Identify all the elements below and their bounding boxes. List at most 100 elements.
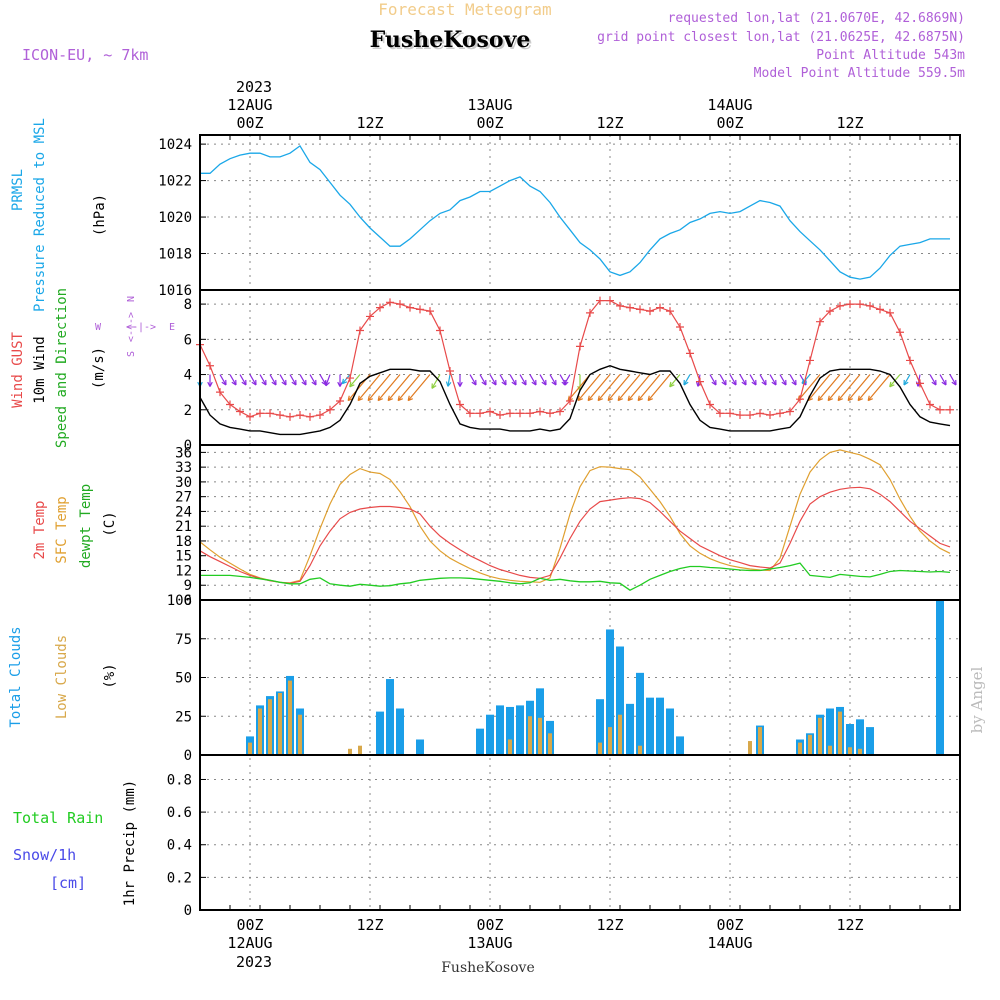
- y-tick-label: 15: [175, 549, 192, 565]
- y-tick-label: 0.8: [167, 772, 192, 788]
- wind-arrow-head: [221, 379, 227, 386]
- wind-arrow: [341, 374, 351, 385]
- wind-arrow-head: [627, 395, 633, 402]
- total-cloud-bar: [516, 705, 524, 755]
- low-cloud-bar: [348, 748, 352, 755]
- wind-arrow-head: [607, 395, 613, 402]
- total-cloud-bar: [646, 697, 654, 755]
- wind-arrow: [647, 374, 671, 401]
- compass-south: S: [126, 351, 137, 357]
- wind-arrow-head: [367, 395, 373, 402]
- y-tick-label: 1016: [158, 283, 192, 299]
- wind-arrow-head: [751, 379, 757, 386]
- sfc-temp-line: [199, 449, 951, 584]
- y-tick-label: 0: [184, 438, 192, 454]
- top-time-label: 00Z: [236, 114, 263, 132]
- gust-marker: [276, 411, 284, 420]
- gust-marker: [296, 411, 304, 420]
- gust-marker: [396, 300, 404, 309]
- gust-marker: [856, 300, 864, 309]
- wind-arrow-head: [577, 395, 583, 402]
- prmsl-label: PRMSL: [10, 169, 26, 211]
- snow-label: Snow/1h: [13, 846, 76, 864]
- low-cloud-bar: [828, 745, 832, 755]
- watermark: by Angel: [968, 666, 986, 733]
- low-cloud-bar: [848, 747, 852, 755]
- wind-arrow-head: [771, 379, 777, 386]
- wind-arrow-head: [761, 379, 767, 386]
- wind-arrow: [309, 374, 317, 386]
- total-cloud-bar: [626, 703, 634, 755]
- wind-arrow: [289, 374, 297, 386]
- station-name-shadow: FusheKosove: [372, 29, 533, 55]
- compass-north: N: [126, 296, 137, 302]
- bottom-date-label: 12AUG: [227, 934, 272, 952]
- gust-marker: [406, 303, 414, 312]
- wind-arrow-head: [683, 379, 689, 386]
- wind-arrow-head: [377, 395, 383, 402]
- wind-arrow: [587, 374, 611, 401]
- wind-unit: (m/s): [91, 347, 107, 389]
- wind-arrow-head: [311, 379, 317, 386]
- wind-arrow-head: [231, 379, 237, 386]
- wind-arrow: [847, 374, 871, 401]
- gust-marker: [616, 301, 624, 310]
- gust-marker: [936, 405, 944, 414]
- wind-arrow: [749, 374, 757, 386]
- gust-marker: [526, 409, 534, 418]
- y-tick-label: 75: [175, 632, 192, 648]
- total-cloud-bar: [506, 706, 514, 755]
- wind-arrow: [539, 374, 547, 386]
- wind-arrow-head: [457, 381, 463, 387]
- gust-marker: [566, 396, 574, 405]
- gust-marker: [416, 305, 424, 314]
- gust-marker: [266, 409, 274, 418]
- gust-marker: [756, 409, 764, 418]
- gust-marker: [836, 301, 844, 310]
- gust-marker: [896, 328, 904, 337]
- gust-marker: [786, 407, 794, 416]
- model-label: ICON-EU, ~ 7km: [22, 46, 148, 64]
- gust-marker: [626, 303, 634, 312]
- y-tick-label: 8: [184, 297, 192, 313]
- total-clouds-label: Total Clouds: [8, 626, 24, 727]
- gust-marker: [806, 356, 814, 365]
- wind-arrow-head: [903, 379, 909, 386]
- temp-unit: (C): [102, 511, 118, 536]
- wind-arrow-head: [857, 395, 863, 402]
- footer-station: FusheKosove: [441, 960, 535, 976]
- wind-arrow-head: [349, 381, 355, 388]
- wind-arrow-head: [501, 379, 507, 386]
- total-cloud-bar: [616, 646, 624, 755]
- gust-marker: [436, 326, 444, 335]
- total-cloud-bar: [656, 697, 664, 755]
- y-tick-label: 12: [175, 563, 192, 579]
- low-cloud-bar: [758, 727, 762, 755]
- gust-marker: [306, 412, 314, 421]
- low-cloud-bar: [798, 742, 802, 755]
- wind-arrow-head: [531, 379, 537, 386]
- wind-arrow-head: [357, 395, 363, 402]
- temp-dewpt-label: dewpt Temp: [78, 484, 94, 568]
- gust-marker: [686, 349, 694, 358]
- low-cloud-bar: [268, 699, 272, 755]
- total-cloud-bar: [866, 727, 874, 755]
- gust-marker: [236, 407, 244, 416]
- compass-rose: N <-|-> S W <-|-> E: [95, 296, 175, 357]
- gust-marker: [656, 303, 664, 312]
- wind-arrow: [549, 374, 557, 386]
- gust-marker: [336, 396, 344, 405]
- clouds-unit: (%): [102, 663, 118, 688]
- wind-arrow-head: [597, 395, 603, 402]
- gust-marker: [426, 307, 434, 316]
- gust-marker: [246, 412, 254, 421]
- low-cloud-bar: [358, 745, 362, 755]
- wind-arrow-head: [617, 395, 623, 402]
- wind-arrow-head: [931, 379, 937, 386]
- wind-arrow-head: [251, 379, 257, 386]
- total-cloud-bar: [846, 724, 854, 755]
- gust-marker: [226, 400, 234, 409]
- y-tick-label: 1024: [158, 137, 192, 153]
